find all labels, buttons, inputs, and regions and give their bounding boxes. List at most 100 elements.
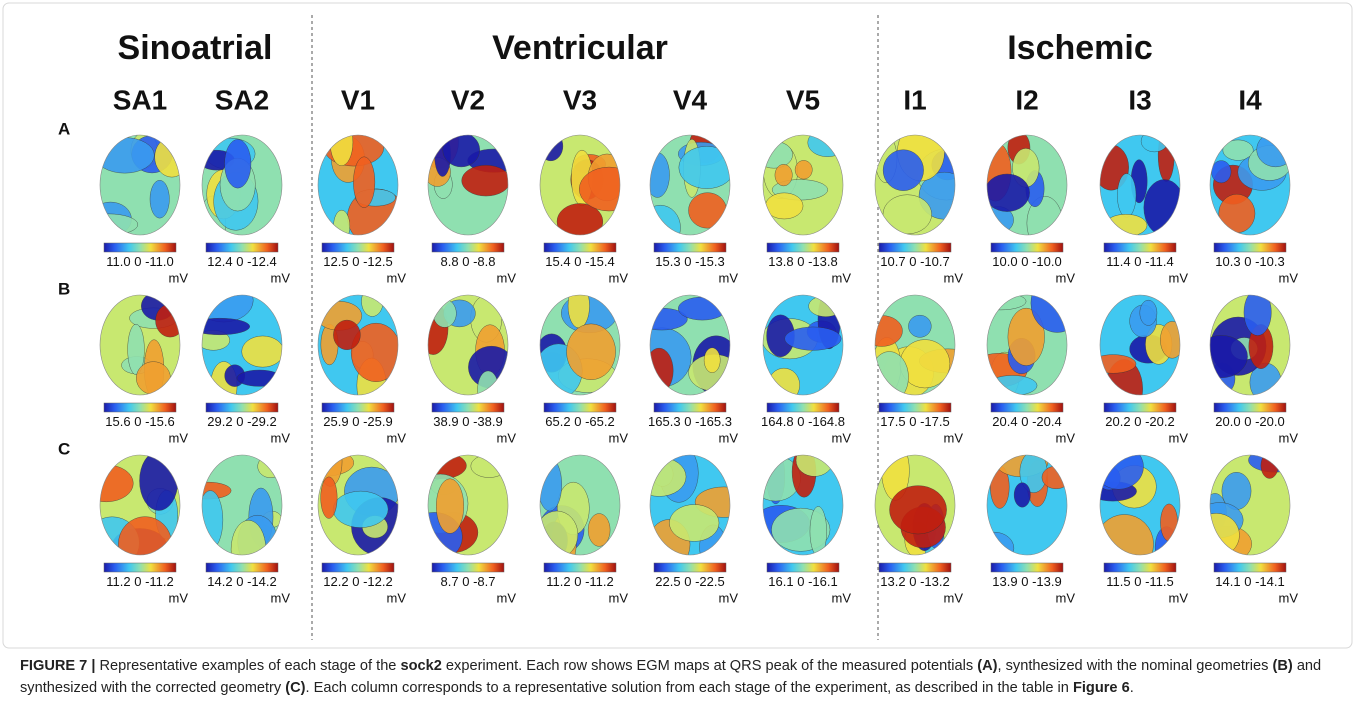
colorbar-zero: 0 [1244,254,1251,269]
map-patch [361,286,383,316]
map-patch [1160,504,1177,541]
map-patch [1211,161,1231,183]
unit: mV [169,430,189,445]
unit: mV [1169,430,1189,445]
colorbar-min: -16.1 [808,574,838,589]
map-patch [156,304,185,337]
colorbar-max: 14.2 [207,574,232,589]
colorbar-labels: 11.5 0 -11.5 [1106,574,1174,589]
colorbar-min: -165.3 [695,414,732,429]
colorbar-labels: 8.7 0 -8.7 [441,574,496,589]
colorbar [432,403,504,412]
map-patch [796,444,833,476]
unit: mV [497,270,517,285]
heart-map [975,447,1072,564]
colorbar-labels: 13.8 0 -13.8 [768,254,837,269]
caption-part: sock2 [400,658,441,674]
colorbar-max: 11.2 [106,574,130,589]
row-label: B [58,279,70,298]
colorbar [206,563,278,572]
colorbar-min: -38.9 [473,414,503,429]
heart-map [79,130,189,240]
unit: mV [271,270,291,285]
colorbar-labels: 22.5 0 -22.5 [655,574,724,589]
colorbar-zero: 0 [797,574,804,589]
colorbar-min: -20.0 [1255,414,1285,429]
colorbar [767,563,839,572]
map-patch [536,511,578,558]
caption-part: experiment. Each row shows EGM maps at Q… [442,658,977,674]
heart-map [1094,129,1185,240]
map-patch [436,479,464,534]
colorbar-max: 11.5 [1106,574,1130,589]
caption: FIGURE 7 | Representative examples of ea… [20,655,1335,699]
heart-map [640,126,735,250]
colorbar-zero: 0 [797,414,804,429]
colorbar [104,403,176,412]
heart-map [535,450,625,570]
unit: mV [1279,270,1299,285]
map-patch [861,315,903,346]
page: {"groups": [ {"title": "Sinoatrial", "co… [0,0,1355,724]
colorbar-zero: 0 [909,414,916,429]
colorbar-max: 14.1 [1215,574,1240,589]
map-patch [795,160,812,179]
unit: mV [387,430,407,445]
map-patch [330,119,353,166]
colorbar [767,243,839,252]
map-patch [908,315,931,337]
map-patch [136,362,170,395]
column-label: I1 [903,84,926,115]
colorbar-max: 16.1 [768,574,793,589]
column-label: I2 [1015,84,1038,115]
colorbar-min: -20.4 [1032,414,1062,429]
group-title: Sinoatrial [118,29,273,67]
unit: mV [1279,590,1299,605]
row-label: C [58,439,70,458]
colorbar-zero: 0 [1021,254,1028,269]
colorbar [544,403,616,412]
map-patch [985,174,1030,212]
colorbar [879,243,951,252]
map-patch [768,368,800,402]
colorbar-zero: 0 [574,414,581,429]
colorbar [104,563,176,572]
caption-part: Figure 6 [1073,680,1130,696]
colorbar-min: -15.4 [585,254,615,269]
colorbar [206,243,278,252]
colorbar [322,403,394,412]
heart-map [184,450,287,578]
colorbar-max: 13.2 [880,574,905,589]
colorbar [1214,243,1286,252]
heart-map [406,450,513,562]
heart-map [758,290,848,402]
heart-map [418,290,514,408]
colorbar-min: -14.2 [247,574,277,589]
map-patch [1195,335,1248,377]
colorbar-labels: 15.3 0 -15.3 [655,254,724,269]
colorbar-zero: 0 [134,574,141,589]
unit: mV [1056,270,1076,285]
colorbar-labels: 20.0 0 -20.0 [1215,414,1284,429]
map-patch [632,457,686,496]
colorbar-max: 15.4 [545,254,570,269]
map-patch [645,153,669,198]
heart-map [755,128,848,240]
colorbar-min: -22.5 [695,574,725,589]
column-label: V4 [673,84,708,115]
colorbar-labels: 10.0 0 -10.0 [992,254,1061,269]
column-label: V1 [341,84,375,115]
map-patch [140,451,178,510]
colorbar-labels: 8.8 0 -8.8 [441,254,496,269]
caption-part: (B) [1273,658,1293,674]
colorbar-max: 15.3 [655,254,680,269]
colorbar-labels: 11.0 0 -11.0 [106,254,174,269]
column-label: V2 [451,84,485,115]
colorbar [654,563,726,572]
column-label: SA1 [113,84,167,115]
colorbar [879,403,951,412]
colorbar [654,403,726,412]
colorbar-labels: 38.9 0 -38.9 [433,414,502,429]
colorbar-max: 8.7 [441,574,459,589]
unit: mV [832,590,852,605]
